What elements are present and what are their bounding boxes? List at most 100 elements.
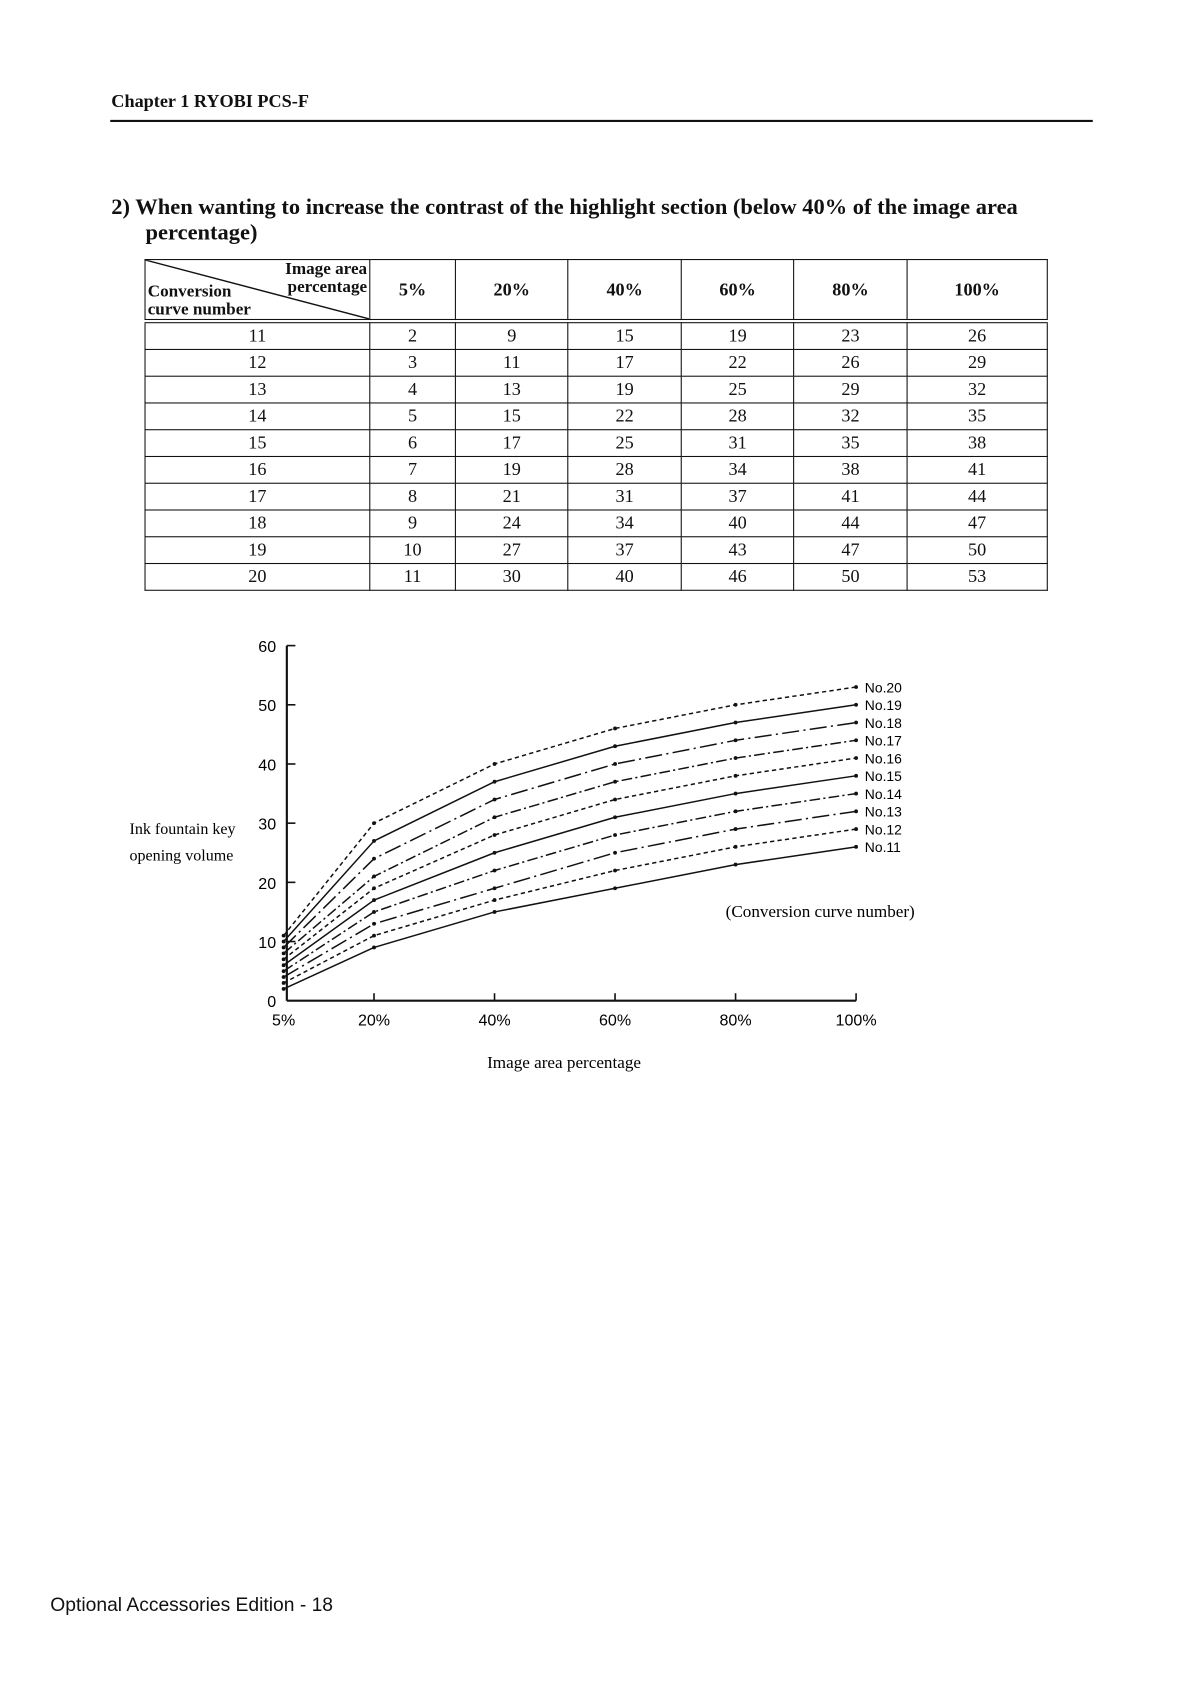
data-point (281, 963, 286, 968)
corner-label: curve number (147, 300, 251, 319)
value-cell: 50 (906, 536, 1048, 565)
x-tick-label: 20% (358, 1011, 390, 1029)
data-point (492, 797, 497, 802)
data-point (733, 773, 738, 778)
corner-label: Conversion (147, 282, 232, 301)
data-point (372, 910, 376, 914)
value-cell: 17 (567, 348, 682, 377)
x-tick-label: 5% (272, 1011, 295, 1029)
data-point (281, 945, 286, 950)
value-cell: 40 (680, 509, 795, 538)
curve-number-cell: 17 (144, 482, 371, 511)
value-cell: 8 (369, 482, 456, 511)
y-tick-label: 50 (258, 697, 276, 715)
data-point (372, 886, 376, 891)
series-line-no16 (283, 757, 857, 960)
value-cell: 35 (906, 402, 1048, 431)
column-header: 40% (567, 259, 682, 322)
value-cell: 41 (793, 482, 908, 511)
data-point (372, 933, 376, 938)
data-point (733, 791, 738, 796)
data-point (492, 910, 497, 914)
data-point (854, 756, 859, 760)
x-tick-label: 80% (720, 1011, 752, 1029)
data-point (281, 957, 286, 962)
diagonal-divider (145, 260, 370, 319)
y-tick-label: 10 (258, 934, 276, 952)
value-cell: 29 (793, 375, 908, 404)
data-point (492, 868, 497, 873)
value-cell: 53 (906, 562, 1048, 591)
value-cell: 25 (567, 429, 682, 458)
series-label: No.16 (865, 750, 902, 766)
data-point (854, 738, 859, 743)
x-tick-label: 60% (599, 1011, 631, 1029)
series-label: No.19 (865, 697, 902, 713)
curve-number-cell: 20 (144, 562, 371, 591)
data-point (733, 844, 738, 849)
section-heading-cont: percentage) (145, 219, 258, 246)
value-cell: 34 (567, 509, 682, 538)
data-point (492, 886, 497, 891)
data-point (613, 797, 617, 802)
x-axis-label: Image area percentage (487, 1053, 641, 1072)
value-cell: 21 (454, 482, 569, 511)
series-label: No.15 (865, 768, 902, 784)
value-cell: 44 (906, 482, 1048, 511)
data-point (733, 809, 738, 814)
series-line-no11 (283, 846, 857, 990)
curve-number-cell: 19 (144, 536, 371, 565)
conversion-table: Image area percentage Conversion curve num… (144, 259, 1048, 591)
data-point (854, 773, 859, 778)
data-point (372, 921, 376, 926)
data-point (733, 738, 738, 743)
table-row: 19 10 27 37 43 47 50 (144, 536, 1048, 565)
data-point (372, 945, 376, 950)
table-header-row: Image area percentage Conversion curve num… (144, 259, 1048, 322)
y-tick-label: 40 (258, 756, 276, 774)
curve-number-cell: 13 (144, 375, 371, 404)
data-point (492, 762, 497, 766)
data-point (492, 815, 497, 820)
conversion-curve-chart: 0 10 20 30 40 50 60 5% 20% 40% 60% 80% 100% No.11 No.1… (130, 638, 915, 1072)
series-line-no14 (283, 792, 857, 972)
series-label: No.17 (865, 733, 902, 749)
data-point (854, 702, 859, 707)
column-header: 60% (680, 259, 795, 322)
data-point (733, 862, 738, 867)
series-label: No.20 (865, 679, 902, 695)
table-row: 18 9 24 34 40 44 47 (144, 509, 1048, 538)
data-point (613, 850, 617, 855)
value-cell: 30 (454, 562, 569, 591)
value-cell: 46 (680, 562, 795, 591)
data-point (492, 779, 497, 784)
data-point (854, 827, 859, 832)
y-axis-label: opening volume (130, 848, 234, 865)
corner-label: Image area (285, 260, 368, 279)
value-cell: 50 (793, 562, 908, 591)
data-point (854, 844, 859, 849)
data-point (492, 898, 497, 903)
data-point (733, 720, 738, 725)
series-label: No.18 (865, 715, 902, 731)
series-line-no20 (283, 686, 857, 937)
data-point (613, 779, 617, 784)
data-point (733, 756, 738, 760)
data-point (492, 833, 497, 837)
data-point (613, 868, 617, 873)
data-point (613, 815, 617, 820)
data-point (281, 939, 286, 944)
data-point (372, 838, 376, 843)
data-point (372, 898, 376, 903)
column-header: 100% (906, 259, 1048, 322)
data-point (281, 951, 286, 956)
value-cell: 9 (454, 320, 569, 350)
data-point (281, 933, 286, 938)
value-cell: 32 (793, 402, 908, 431)
curve-number-cell: 15 (144, 429, 371, 458)
value-cell: 11 (369, 562, 456, 591)
value-cell: 26 (793, 348, 908, 377)
data-point (854, 720, 859, 725)
value-cell: 13 (454, 375, 569, 404)
data-point (613, 744, 617, 749)
